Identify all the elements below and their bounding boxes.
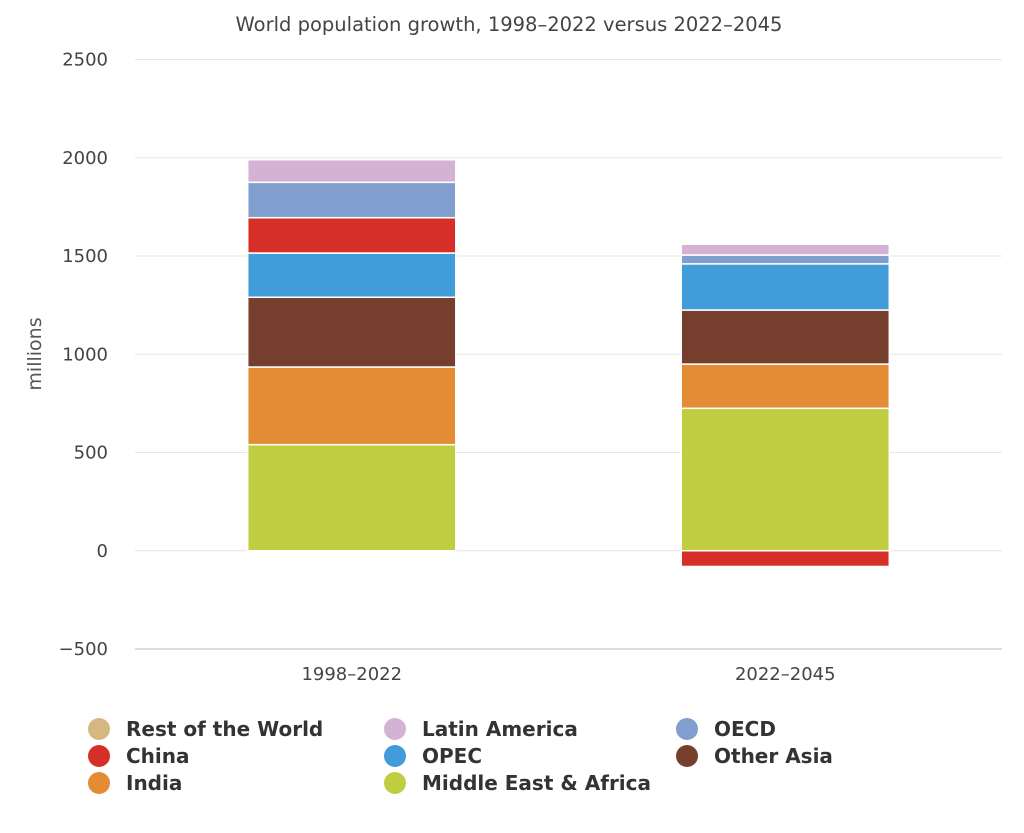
legend-item-other-asia[interactable]: Other Asia — [676, 743, 833, 769]
x-tick-label: 1998–2022 — [301, 664, 402, 685]
bar-segment[interactable] — [680, 243, 891, 256]
legend-item-china[interactable]: China — [88, 743, 190, 769]
y-tick-label: 500 — [74, 443, 108, 464]
bar-segment[interactable] — [680, 263, 891, 311]
legend-marker-icon — [676, 745, 698, 767]
bar-segment[interactable] — [680, 254, 891, 265]
legend-item-opec[interactable]: OPEC — [384, 743, 482, 769]
legend-label: Rest of the World — [126, 717, 324, 741]
legend-item-latin-america[interactable]: Latin America — [384, 716, 578, 742]
bar-segment[interactable] — [680, 309, 891, 365]
legend-item-rest-of-the-world[interactable]: Rest of the World — [88, 716, 323, 742]
legend-label: Latin America — [422, 717, 578, 741]
bars — [246, 158, 891, 568]
legend-item-middle-east-africa[interactable]: Middle East & Africa — [384, 770, 651, 796]
legend-label: OPEC — [422, 744, 482, 768]
bar-segment[interactable] — [680, 550, 891, 568]
legend-marker-icon — [384, 772, 406, 794]
legend-marker-icon — [88, 718, 110, 740]
axes: 2500 2000 1500 1000 500 0 −500 1998–2022 2022–20… — [59, 50, 1002, 685]
y-tick-label: 1500 — [62, 246, 108, 267]
x-tick-label: 2022–2045 — [735, 664, 836, 685]
bar-segment[interactable] — [246, 366, 457, 446]
legend-item-india[interactable]: India — [88, 770, 182, 796]
y-axis-label: millions — [24, 317, 46, 390]
bar-segment[interactable] — [246, 158, 457, 184]
legend-label: India — [126, 771, 183, 795]
y-tick-label: 0 — [97, 541, 108, 562]
chart-title: World population growth, 1998–2022 versu… — [236, 13, 783, 36]
legend-label: Other Asia — [714, 744, 833, 768]
legend-marker-icon — [384, 718, 406, 740]
legend-marker-icon — [384, 745, 406, 767]
legend-marker-icon — [88, 772, 110, 794]
legend-label: China — [126, 744, 190, 768]
bar-segment[interactable] — [246, 216, 457, 254]
y-tick-label: −500 — [59, 639, 108, 660]
bar-segment[interactable] — [246, 181, 457, 219]
bar-segment[interactable] — [246, 443, 457, 552]
legend-label: OECD — [714, 717, 776, 741]
legend-label: Middle East & Africa — [422, 771, 652, 795]
y-tick-label: 2500 — [62, 50, 108, 71]
bar-segment[interactable] — [246, 296, 457, 368]
bar-segment[interactable] — [680, 363, 891, 410]
bar-segment[interactable] — [680, 407, 891, 552]
bar-segment[interactable] — [246, 252, 457, 299]
legend-marker-icon — [676, 718, 698, 740]
legend-marker-icon — [88, 745, 110, 767]
y-tick-label: 1000 — [62, 344, 108, 365]
legend-item-oecd[interactable]: OECD — [676, 716, 776, 742]
y-tick-label: 2000 — [62, 148, 108, 169]
